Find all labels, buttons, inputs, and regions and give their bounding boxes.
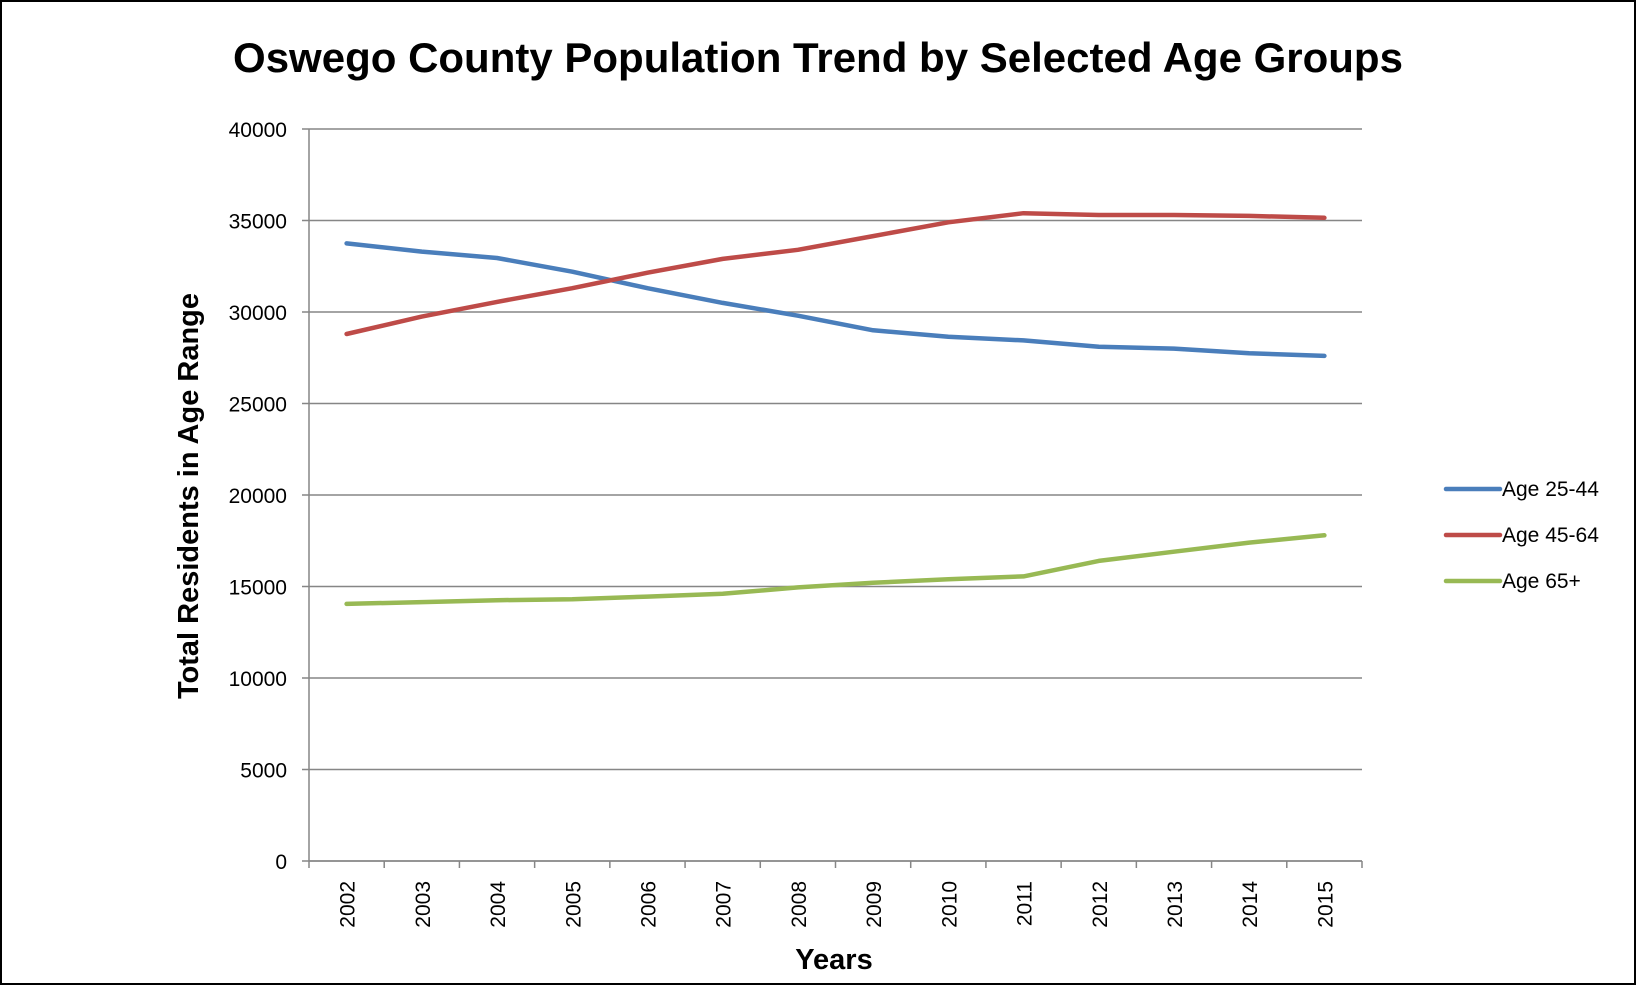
x-tick-2009: 2009 [863, 881, 886, 928]
x-tick-2007: 2007 [713, 881, 736, 928]
y-tick-35000: 35000 [229, 211, 287, 234]
y-tick-20000: 20000 [229, 485, 287, 508]
y-tick-10000: 10000 [229, 668, 287, 691]
x-tick-2006: 2006 [637, 881, 660, 928]
x-tick-2004: 2004 [487, 881, 510, 928]
series-line-age-45-64 [344, 210, 1327, 337]
y-tick-0: 0 [275, 851, 287, 874]
y-tick-labels: 0 5000 10000 15000 20000 25000 30000 35000 40000 [229, 119, 287, 874]
gridlines [302, 128, 1362, 862]
y-tick-40000: 40000 [229, 119, 287, 142]
legend-label-age-45-64: Age 45-64 [1502, 524, 1599, 547]
y-axis-title: Total Residents in Age Range [173, 293, 205, 699]
x-tick-2015: 2015 [1314, 881, 1337, 928]
series-lines [344, 210, 1327, 607]
x-tick-2014: 2014 [1239, 881, 1262, 928]
series-line-age-25-44 [344, 241, 1327, 359]
legend-label-age-65-: Age 65+ [1502, 570, 1581, 593]
legend-label-age-25-44: Age 25-44 [1502, 478, 1599, 501]
x-tick-2011: 2011 [1014, 881, 1037, 926]
x-tick-2010: 2010 [938, 881, 961, 928]
x-tick-labels: 2002 2003 2004 2005 2006 2007 2008 2009 2010 2011… [337, 881, 1338, 928]
series-line-age-65- [344, 533, 1327, 607]
legend: Age 25-44 Age 45-64 Age 65+ [1443, 478, 1599, 593]
x-tick-2013: 2013 [1164, 881, 1187, 928]
x-tick-2008: 2008 [788, 881, 811, 928]
x-tick-2002: 2002 [337, 881, 360, 928]
y-tick-5000: 5000 [240, 760, 287, 783]
x-tick-2003: 2003 [412, 881, 435, 928]
y-tick-25000: 25000 [229, 394, 287, 417]
axes [308, 129, 1363, 868]
x-tick-2005: 2005 [562, 881, 585, 928]
y-tick-30000: 30000 [229, 302, 287, 325]
x-tick-2012: 2012 [1089, 881, 1112, 928]
chart-title: Oswego County Population Trend by Select… [233, 34, 1403, 81]
y-tick-15000: 15000 [229, 577, 287, 600]
x-axis-title: Years [795, 944, 872, 976]
